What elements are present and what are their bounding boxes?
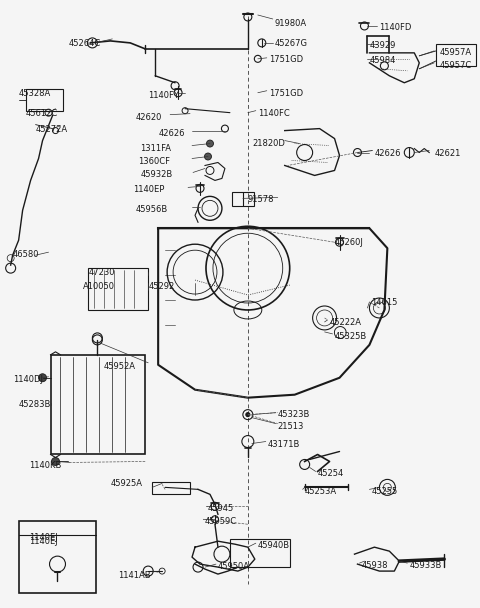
Text: 21820D: 21820D [253, 139, 286, 148]
Text: 1140EJ: 1140EJ [29, 537, 57, 546]
Text: 45945: 45945 [208, 504, 234, 513]
Text: 1140FD: 1140FD [379, 23, 412, 32]
Text: 1140KB: 1140KB [29, 461, 61, 471]
Text: 1751GD: 1751GD [269, 89, 303, 98]
Text: 43929: 43929 [370, 41, 396, 50]
Text: 45925A: 45925A [110, 479, 142, 488]
Text: 45957A: 45957A [439, 48, 471, 57]
Text: 45959C: 45959C [205, 517, 237, 527]
Text: 45292: 45292 [148, 282, 174, 291]
Text: 42621: 42621 [434, 148, 461, 157]
Text: 45253A: 45253A [305, 488, 337, 496]
Text: 42620: 42620 [135, 112, 162, 122]
Text: 42626: 42626 [374, 148, 401, 157]
Text: 42626: 42626 [158, 129, 185, 137]
Text: 45323B: 45323B [278, 410, 310, 419]
Text: 45932B: 45932B [140, 170, 172, 179]
Text: A10050: A10050 [84, 282, 115, 291]
Text: 45255: 45255 [372, 488, 397, 496]
Bar [230, 539, 290, 567]
Text: 1141AB: 1141AB [118, 571, 151, 580]
Text: 45933B: 45933B [409, 561, 442, 570]
Text: 1751GD: 1751GD [269, 55, 303, 64]
Text: 1140EJ: 1140EJ [29, 533, 57, 542]
Text: 91578: 91578 [248, 195, 275, 204]
Text: 45938: 45938 [361, 561, 388, 570]
Text: 45260J: 45260J [335, 238, 363, 247]
Text: 45272A: 45272A [36, 125, 68, 134]
Bar [152, 482, 190, 494]
Text: ○: ○ [332, 323, 347, 341]
Text: 45984: 45984 [370, 56, 396, 65]
Text: 14615: 14615 [372, 298, 398, 307]
Text: 45950A: 45950A [218, 562, 250, 571]
Text: 45222A: 45222A [330, 318, 361, 327]
Text: 45264C: 45264C [69, 39, 101, 48]
Text: 45267G: 45267G [275, 39, 308, 48]
Text: 45254: 45254 [318, 469, 344, 478]
Text: 45952A: 45952A [103, 362, 135, 371]
Text: 43171B: 43171B [268, 440, 300, 449]
Circle shape [246, 413, 250, 416]
Text: 45956B: 45956B [135, 206, 168, 215]
Text: 1140FC: 1140FC [258, 109, 289, 118]
Bar [88, 268, 148, 310]
Circle shape [38, 374, 47, 382]
Bar [436, 44, 476, 66]
Text: 91980A: 91980A [275, 19, 307, 28]
Circle shape [204, 153, 212, 160]
Bar [19, 521, 96, 593]
Text: 1140EP: 1140EP [133, 185, 165, 195]
Text: 45328A: 45328A [19, 89, 51, 98]
Text: 45940B: 45940B [258, 541, 290, 550]
Circle shape [51, 457, 60, 466]
Bar [25, 89, 63, 111]
Text: 46580: 46580 [12, 250, 39, 259]
Text: 45957C: 45957C [439, 61, 471, 70]
Text: 1140FY: 1140FY [148, 91, 179, 100]
Text: 1140DJ: 1140DJ [12, 375, 43, 384]
Text: 1360CF: 1360CF [138, 156, 170, 165]
Text: 47230: 47230 [88, 268, 115, 277]
Text: 45612C: 45612C [25, 109, 58, 118]
Text: 45325B: 45325B [335, 332, 367, 341]
Text: 1311FA: 1311FA [140, 143, 171, 153]
Bar [50, 355, 145, 455]
Bar [232, 192, 254, 206]
Text: 45283B: 45283B [19, 399, 51, 409]
Text: 21513: 21513 [278, 421, 304, 430]
Circle shape [206, 140, 214, 147]
